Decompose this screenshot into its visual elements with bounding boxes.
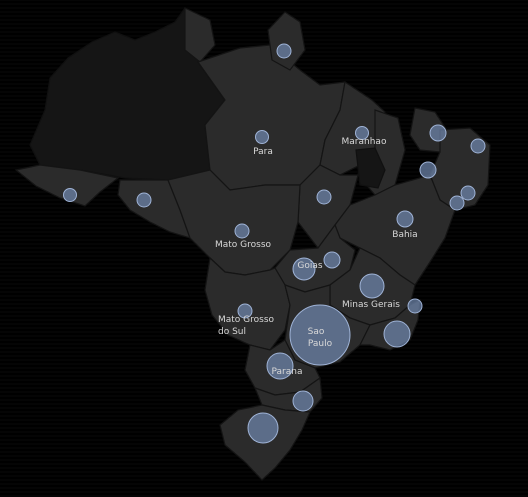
label-mato-grosso-do-sul-line2: do Sul [218,327,246,337]
label-mato-grosso: Mato Grosso [215,240,272,250]
bubble-para[interactable] [255,130,269,144]
bubble-rondonia[interactable] [136,192,152,208]
bubble-acre[interactable] [63,188,77,202]
bubble-bahia[interactable] [396,210,414,228]
label-minas-gerais: Minas Gerais [342,300,400,310]
label-sao-paulo-line1: Sao [308,327,325,337]
bubble-rio-grande-do-norte[interactable] [470,138,486,154]
label-para: Para [253,147,273,157]
bubble-santa-catarina[interactable] [292,390,314,412]
bubble-mato-grosso-do-sul[interactable] [237,303,253,319]
state-bahia[interactable] [334,174,456,286]
bubble-rio-grande-do-sul[interactable] [247,412,279,444]
bubble-rio-de-janeiro[interactable] [383,320,411,348]
state-acre[interactable] [14,164,120,207]
bubble-paraiba[interactable] [460,185,476,201]
bubble-goias[interactable] [292,257,316,281]
bubble-tocantins[interactable] [316,189,332,205]
label-goias: Goias [297,261,322,271]
bubble-alagoas[interactable] [449,195,465,211]
label-bahia: Bahia [392,230,417,240]
label-parana: Parana [272,367,303,377]
bubble-sao-paulo[interactable] [289,304,351,366]
bubble-ceara[interactable] [429,124,447,142]
bubble-maranhao[interactable] [355,126,369,140]
bubble-piaui[interactable] [419,161,437,179]
bubble-amapa[interactable] [276,43,292,59]
state-piaui-interior[interactable] [355,147,386,189]
state-amapa[interactable] [267,11,306,71]
bubble-df[interactable] [323,251,341,269]
label-mato-grosso-do-sul-line1: Mato Grosso [218,315,275,325]
bubble-minas-gerais[interactable] [359,273,385,299]
bubble-parana[interactable] [266,352,294,380]
label-maranhao: Maranhao [342,137,387,147]
bubble-mato-grosso[interactable] [234,223,250,239]
label-sao-paulo-line2: Paulo [308,339,333,349]
bubble-espirito-santo[interactable] [407,298,423,314]
state-mato-grosso[interactable] [167,169,301,276]
state-roraima[interactable] [184,7,216,63]
